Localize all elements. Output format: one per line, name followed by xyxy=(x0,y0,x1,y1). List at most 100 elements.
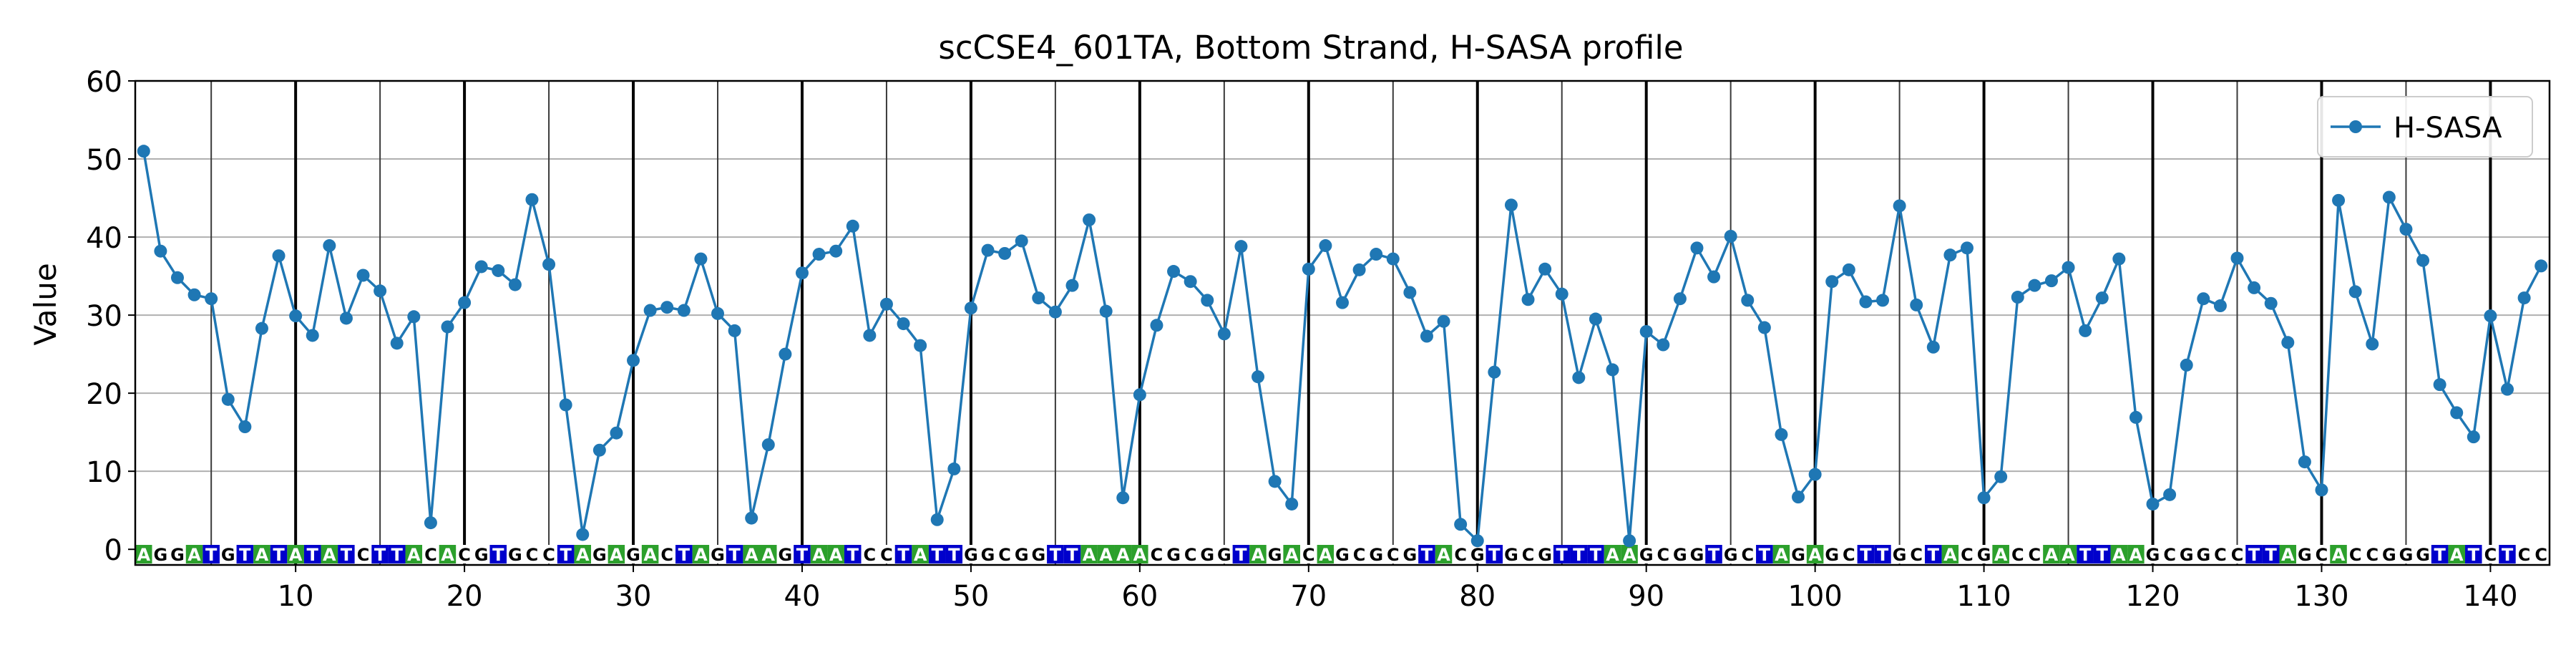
data-point xyxy=(1454,518,1468,531)
base-letter: A xyxy=(643,545,657,565)
base-cell-C xyxy=(2313,545,2331,564)
base-letter: A xyxy=(1133,545,1147,565)
base-cell-G xyxy=(1013,545,1030,564)
base-letter: A xyxy=(1606,545,1619,565)
base-cell-A xyxy=(912,545,929,564)
data-point xyxy=(1065,279,1079,292)
base-cell-A xyxy=(1621,545,1638,564)
base-letter: T xyxy=(341,545,353,565)
base-cell-G xyxy=(591,545,608,564)
data-point xyxy=(863,329,877,342)
base-cell-G xyxy=(2195,545,2212,564)
legend-marker xyxy=(2349,120,2362,133)
base-letter: G xyxy=(2416,545,2430,565)
y-tick-label: 10 xyxy=(86,456,122,489)
base-cell-A xyxy=(1435,545,1453,564)
data-point xyxy=(306,329,319,342)
data-point xyxy=(1285,497,1299,511)
base-cell-C xyxy=(2346,545,2364,564)
base-letter: C xyxy=(880,545,893,565)
base-letter: T xyxy=(796,545,809,565)
base-cell-T xyxy=(338,545,355,564)
data-point xyxy=(1319,239,1332,253)
base-letter: T xyxy=(2097,545,2109,565)
base-letter: C xyxy=(526,545,539,565)
base-letter: T xyxy=(1573,545,1585,565)
y-tick-label: 0 xyxy=(104,534,122,567)
base-cell-A xyxy=(1249,545,1267,564)
base-cell-A xyxy=(743,545,760,564)
data-point xyxy=(1504,198,1518,212)
base-letter: G xyxy=(981,545,995,565)
data-point xyxy=(2213,299,2227,313)
data-point xyxy=(1825,275,1839,289)
data-point xyxy=(694,252,708,266)
base-cell-C xyxy=(658,545,676,564)
base-letter: A xyxy=(1623,545,1636,565)
base-letter: T xyxy=(932,545,944,565)
base-letter: T xyxy=(239,545,251,565)
base-cell-T xyxy=(1756,545,1773,564)
data-point xyxy=(1707,270,1721,284)
base-cell-G xyxy=(1823,545,1841,564)
base-cell-G xyxy=(507,545,524,564)
y-tick-label: 40 xyxy=(86,222,122,255)
base-cell-C xyxy=(2161,545,2178,564)
data-point xyxy=(2197,292,2210,306)
base-letter: G xyxy=(1977,545,1991,565)
base-cell-T xyxy=(1925,545,1942,564)
base-cell-A xyxy=(287,545,304,564)
base-letter: C xyxy=(2349,545,2362,565)
data-point xyxy=(1470,534,1484,548)
base-letter: G xyxy=(779,545,793,565)
data-point xyxy=(643,304,657,317)
data-point xyxy=(1015,234,1028,248)
base-letter: C xyxy=(424,545,437,565)
data-point xyxy=(2281,336,2295,349)
base-letter: C xyxy=(2214,545,2227,565)
base-cell-T xyxy=(844,545,862,564)
base-cell-G xyxy=(1266,545,1284,564)
base-cell-T xyxy=(1485,545,1503,564)
base-letter: A xyxy=(694,545,708,565)
base-cell-A xyxy=(574,545,592,564)
base-cell-A xyxy=(2110,545,2128,564)
base-letter: G xyxy=(1470,545,1485,565)
base-letter: T xyxy=(1050,545,1062,565)
base-letter: G xyxy=(1217,545,1231,565)
base-letter: T xyxy=(2248,545,2260,565)
base-cell-C xyxy=(1300,545,1317,564)
base-letter: G xyxy=(2180,545,2194,565)
data-point xyxy=(1673,292,1687,306)
base-letter: C xyxy=(2029,545,2041,565)
data-point xyxy=(1775,427,1788,441)
data-point xyxy=(1217,327,1231,341)
base-letter: A xyxy=(2062,545,2075,565)
data-point xyxy=(1572,371,1586,385)
data-point xyxy=(1538,262,1552,276)
base-cell-A xyxy=(321,545,338,564)
base-letter: A xyxy=(745,545,758,565)
base-cell-A xyxy=(1772,545,1790,564)
data-point xyxy=(2180,358,2193,372)
data-point xyxy=(1370,248,1383,261)
data-point xyxy=(1032,291,1045,305)
y-tick-label: 20 xyxy=(86,378,122,411)
base-cell-C xyxy=(1739,545,1757,564)
data-point xyxy=(1420,329,1433,343)
data-point xyxy=(154,244,167,258)
data-point xyxy=(187,288,201,301)
base-letter: T xyxy=(273,545,285,565)
data-point xyxy=(1994,470,2008,483)
base-cell-C xyxy=(1181,545,1199,564)
base-cell-G xyxy=(219,545,237,564)
base-cell-G xyxy=(979,545,997,564)
base-cell-C xyxy=(1148,545,1166,564)
data-point xyxy=(1893,199,1906,213)
base-cell-A xyxy=(185,545,203,564)
data-point xyxy=(2011,291,2024,304)
data-point xyxy=(914,339,927,352)
base-letter: A xyxy=(1319,545,1332,565)
data-point xyxy=(2366,337,2379,351)
base-letter: G xyxy=(1673,545,1687,565)
